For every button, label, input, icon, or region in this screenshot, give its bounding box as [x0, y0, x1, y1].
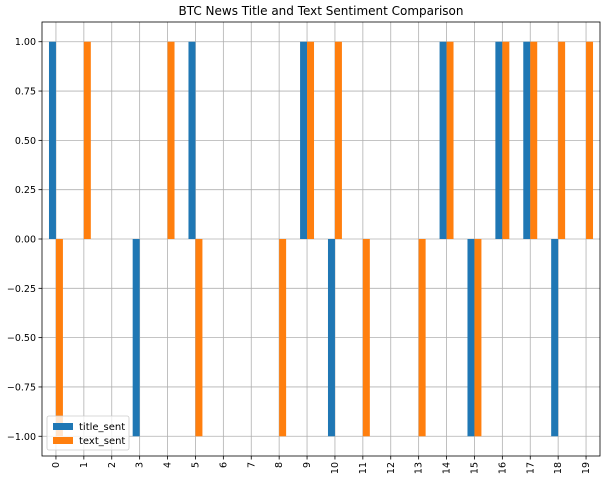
bar-title_sent-9 [300, 41, 308, 240]
x-tick-label: 1 [79, 462, 90, 468]
bar-text_sent-8 [279, 239, 287, 437]
bar-title_sent-14 [439, 41, 447, 240]
bar-text_sent-14 [446, 41, 454, 240]
x-tick-label: 8 [274, 462, 285, 468]
x-tick-label: 16 [497, 462, 508, 474]
legend-label-title_sent: title_sent [79, 422, 125, 433]
y-tick-label: 0.75 [15, 87, 36, 98]
bar-title_sent-0 [48, 41, 56, 240]
bar-title_sent-16 [495, 41, 503, 240]
x-tick-label: 12 [386, 462, 397, 474]
bar-text_sent-18 [558, 41, 566, 240]
y-tick-label: −0.50 [7, 333, 36, 344]
bar-title_sent-17 [523, 41, 531, 240]
bar-title_sent-3 [132, 239, 140, 437]
bar-text_sent-4 [167, 41, 175, 240]
x-tick-label: 4 [163, 462, 174, 468]
bar-title_sent-15 [467, 239, 475, 437]
x-tick-label: 7 [246, 462, 257, 468]
y-tick-label: 0.25 [15, 185, 36, 196]
legend-label-text_sent: text_sent [79, 436, 125, 447]
bars [48, 41, 594, 437]
bar-text_sent-15 [474, 239, 482, 437]
x-tick-label: 3 [135, 462, 146, 468]
x-tick-label: 17 [525, 462, 536, 474]
bar-text_sent-17 [530, 41, 538, 240]
x-tick-label: 18 [553, 462, 564, 474]
y-tick-label: 0.50 [15, 136, 36, 147]
axes-frame [41, 21, 601, 457]
bar-text_sent-0 [55, 239, 63, 437]
legend-swatch-title_sent [53, 423, 73, 430]
bar-title_sent-18 [551, 239, 559, 437]
x-tick-label: 10 [330, 462, 341, 474]
bar-text_sent-13 [418, 239, 426, 437]
legend-swatch-text_sent [53, 437, 73, 444]
grid-lines [42, 22, 600, 456]
x-tick-label: 6 [218, 462, 229, 468]
x-tick-label: 2 [107, 462, 118, 468]
y-tick-label: −0.25 [7, 284, 36, 295]
y-tick-label: −1.00 [7, 432, 36, 443]
x-tick-label: 5 [190, 462, 201, 468]
chart-title: BTC News Title and Text Sentiment Compar… [179, 4, 464, 18]
bar-text_sent-16 [502, 41, 510, 240]
x-tick-label: 9 [302, 462, 313, 468]
bar-title_sent-10 [327, 239, 335, 437]
bar-text_sent-9 [307, 41, 315, 240]
bar-text_sent-5 [195, 239, 203, 437]
x-tick-label: 14 [442, 462, 453, 474]
bar-text_sent-10 [334, 41, 342, 240]
axes: −1.00 −0.75 −0.50 −0.25 0.00 0.25 0.50 0.75 1.00… [7, 21, 601, 474]
x-tick-label: 15 [469, 462, 480, 474]
bar-title_sent-5 [188, 41, 196, 240]
y-tick-label: −0.75 [7, 382, 36, 393]
x-tick-label: 13 [414, 462, 425, 474]
legend: title_sent text_sent [46, 415, 130, 451]
bar-text_sent-11 [362, 239, 370, 437]
x-tick-label: 0 [51, 462, 62, 468]
y-tick-label: 1.00 [15, 37, 36, 48]
y-tick-label: 0.00 [15, 235, 36, 246]
bar-text_sent-1 [83, 41, 91, 240]
x-tick-label: 11 [358, 462, 369, 474]
bar-text_sent-19 [586, 41, 594, 240]
x-tick-label: 19 [581, 462, 592, 474]
